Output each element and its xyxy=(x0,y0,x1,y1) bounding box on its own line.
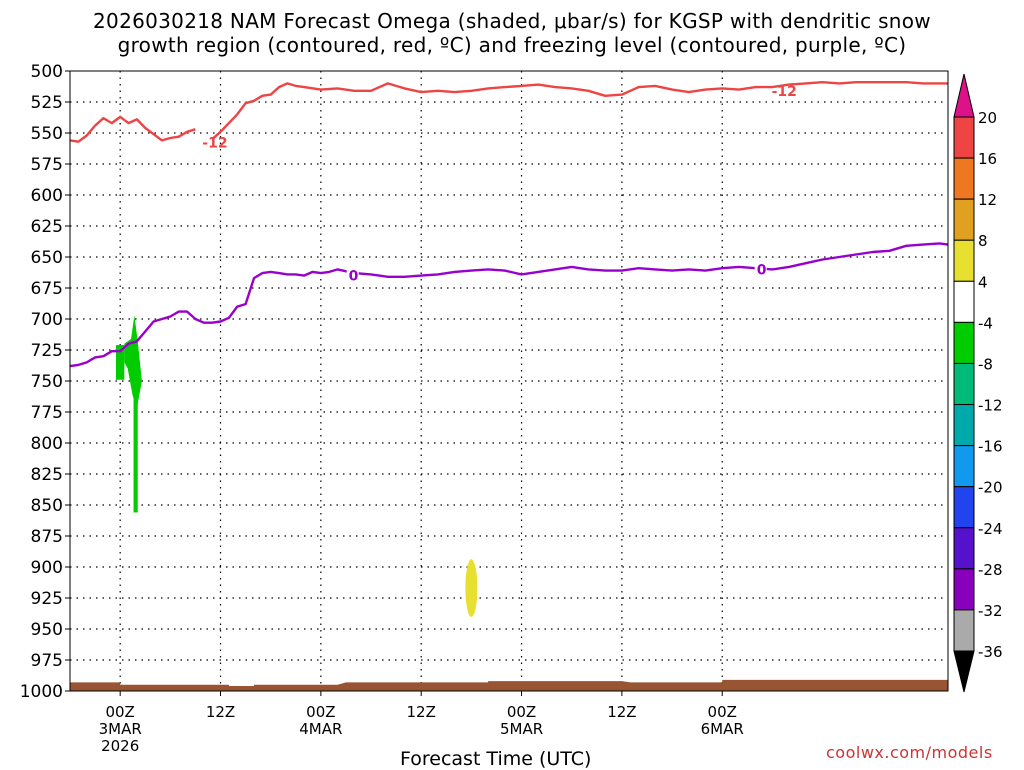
chart-title-line2: growth region (contoured, red, ºC) and f… xyxy=(117,33,907,57)
colorbar-top-arrow xyxy=(953,73,975,118)
colorbar-box xyxy=(953,609,975,652)
y-tick-label: 650 xyxy=(31,248,63,268)
x-tick-label: 5MAR xyxy=(500,720,543,738)
y-tick-label: 725 xyxy=(31,341,63,361)
x-tick-label: 12Z xyxy=(607,703,636,721)
x-tick-label: 00Z xyxy=(105,703,134,721)
y-tick-label: 900 xyxy=(31,558,63,578)
colorbar-label: -12 xyxy=(978,397,1003,415)
x-tick-label: 3MAR xyxy=(99,720,142,738)
contour-label-bg xyxy=(346,267,359,283)
y-tick-label: 675 xyxy=(31,279,63,299)
colorbar-box xyxy=(953,445,975,488)
y-tick-label: 925 xyxy=(31,589,63,609)
contour-freezing-level xyxy=(69,242,949,368)
colorbar-box xyxy=(953,486,975,529)
colorbar-label: 8 xyxy=(978,232,988,250)
colorbar-box xyxy=(953,568,975,611)
colorbar-box xyxy=(953,116,975,159)
y-tick-label: 950 xyxy=(31,620,63,640)
x-tick-label: 4MAR xyxy=(299,720,342,738)
x-tick-label: 12Z xyxy=(206,703,235,721)
chart-title-line1: 2026030218 NAM Forecast Omega (shaded, μ… xyxy=(93,9,931,33)
y-tick-label: 775 xyxy=(31,403,63,423)
colorbar-label: -36 xyxy=(978,643,1003,661)
omega-shade-yellow xyxy=(465,559,478,617)
colorbar-box xyxy=(953,280,975,323)
y-tick-label: 700 xyxy=(31,310,63,330)
y-tick-label: 550 xyxy=(31,124,63,144)
x-tick-label: 6MAR xyxy=(701,720,744,738)
y-tick-label: 850 xyxy=(31,496,63,516)
contour-minus12-segment2 xyxy=(211,81,948,141)
contour-label-bg xyxy=(754,261,767,277)
x-tick-label: 00Z xyxy=(708,703,737,721)
y-tick-label: 750 xyxy=(31,372,63,392)
y-tick-label: 875 xyxy=(31,527,63,547)
colorbar-box xyxy=(953,157,975,200)
contour-label-freezing: 0 xyxy=(757,262,767,278)
contour-label-minus12: -12 xyxy=(772,84,797,100)
omega-shade-green-stem xyxy=(133,393,138,513)
y-tick-label: 500 xyxy=(31,62,63,82)
y-tick-label: 525 xyxy=(31,93,63,113)
x-axis-label: Forecast Time (UTC) xyxy=(400,748,592,770)
colorbar-box xyxy=(953,198,975,241)
colorbar-box xyxy=(953,362,975,406)
contour-label-minus12: -12 xyxy=(202,135,227,151)
plot-frame xyxy=(69,70,949,692)
y-tick-label: 800 xyxy=(31,434,63,454)
colorbar-label: -28 xyxy=(978,561,1003,579)
y-tick-label: 825 xyxy=(31,465,63,485)
y-tick-label: 600 xyxy=(31,186,63,206)
colorbar-label: -20 xyxy=(978,479,1003,497)
colorbar-label: 12 xyxy=(978,191,997,209)
colorbar-label: 16 xyxy=(978,150,997,168)
x-tick-label: 2026 xyxy=(101,737,139,755)
colorbar-label: -16 xyxy=(978,438,1003,456)
colorbar-label: 4 xyxy=(978,273,988,291)
y-tick-label: 575 xyxy=(31,155,63,175)
contour-label-freezing: 0 xyxy=(349,269,359,285)
y-tick-label: 1000 xyxy=(20,682,63,702)
contour-minus12-segment1 xyxy=(69,115,196,143)
omega-shade-green-diamond xyxy=(124,315,142,409)
colorbar-box xyxy=(953,321,975,364)
x-tick-label: 12Z xyxy=(407,703,436,721)
colorbar-box xyxy=(953,527,975,570)
y-tick-label: 625 xyxy=(31,217,63,237)
ground-surface xyxy=(70,679,948,691)
omega-shade-green-rect xyxy=(115,345,125,380)
colorbar-label: 20 xyxy=(978,109,997,127)
colorbar-bottom-arrow xyxy=(953,650,975,693)
colorbar-box xyxy=(953,239,975,282)
colorbar-label: -32 xyxy=(978,602,1003,620)
x-tick-label: 00Z xyxy=(507,703,536,721)
colorbar-label: -4 xyxy=(978,314,993,332)
colorbar-label: -8 xyxy=(978,355,993,373)
colorbar-label: -24 xyxy=(978,520,1003,538)
x-tick-label: 00Z xyxy=(306,703,335,721)
colorbar-box xyxy=(953,404,975,447)
y-tick-label: 975 xyxy=(31,651,63,671)
credit-link[interactable]: coolwx.com/models xyxy=(826,743,993,762)
